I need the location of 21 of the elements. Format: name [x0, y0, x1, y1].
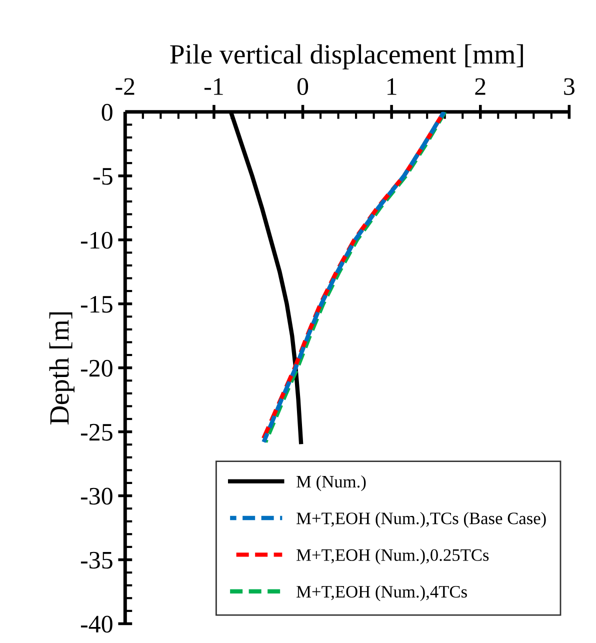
x-tick-label: 2 [475, 78, 486, 95]
x-tick-label: 1 [388, 78, 396, 95]
y-tick-label: -5 [93, 168, 112, 185]
y-tick-label: -10 [80, 232, 112, 249]
y-tick-label: -40 [80, 616, 112, 633]
legend-label: M+T,EOH (Num.),0.25TCs [296, 548, 489, 564]
y-tick-label: -30 [80, 488, 112, 505]
legend-label: M+T,EOH (Num.),TCs (Base Case) [296, 512, 546, 528]
legend-label: M (Num.) [296, 475, 366, 492]
y-tick-label: -25 [80, 424, 112, 441]
x-tick-label: -2 [116, 78, 134, 95]
y-axis-title: Depth [m] [49, 312, 74, 424]
x-tick-label: 0 [297, 78, 308, 95]
y-tick-label: 0 [102, 104, 112, 121]
y-tick-label: -20 [80, 360, 112, 377]
y-tick-label: -35 [80, 552, 112, 569]
x-axis-title: Pile vertical displacement [mm] [170, 44, 523, 70]
legend-label: M+T,EOH (Num.),4TCs [296, 585, 467, 602]
x-tick-label: -1 [204, 78, 223, 95]
y-tick-label: -15 [80, 296, 112, 313]
x-tick-label: 3 [564, 78, 574, 95]
